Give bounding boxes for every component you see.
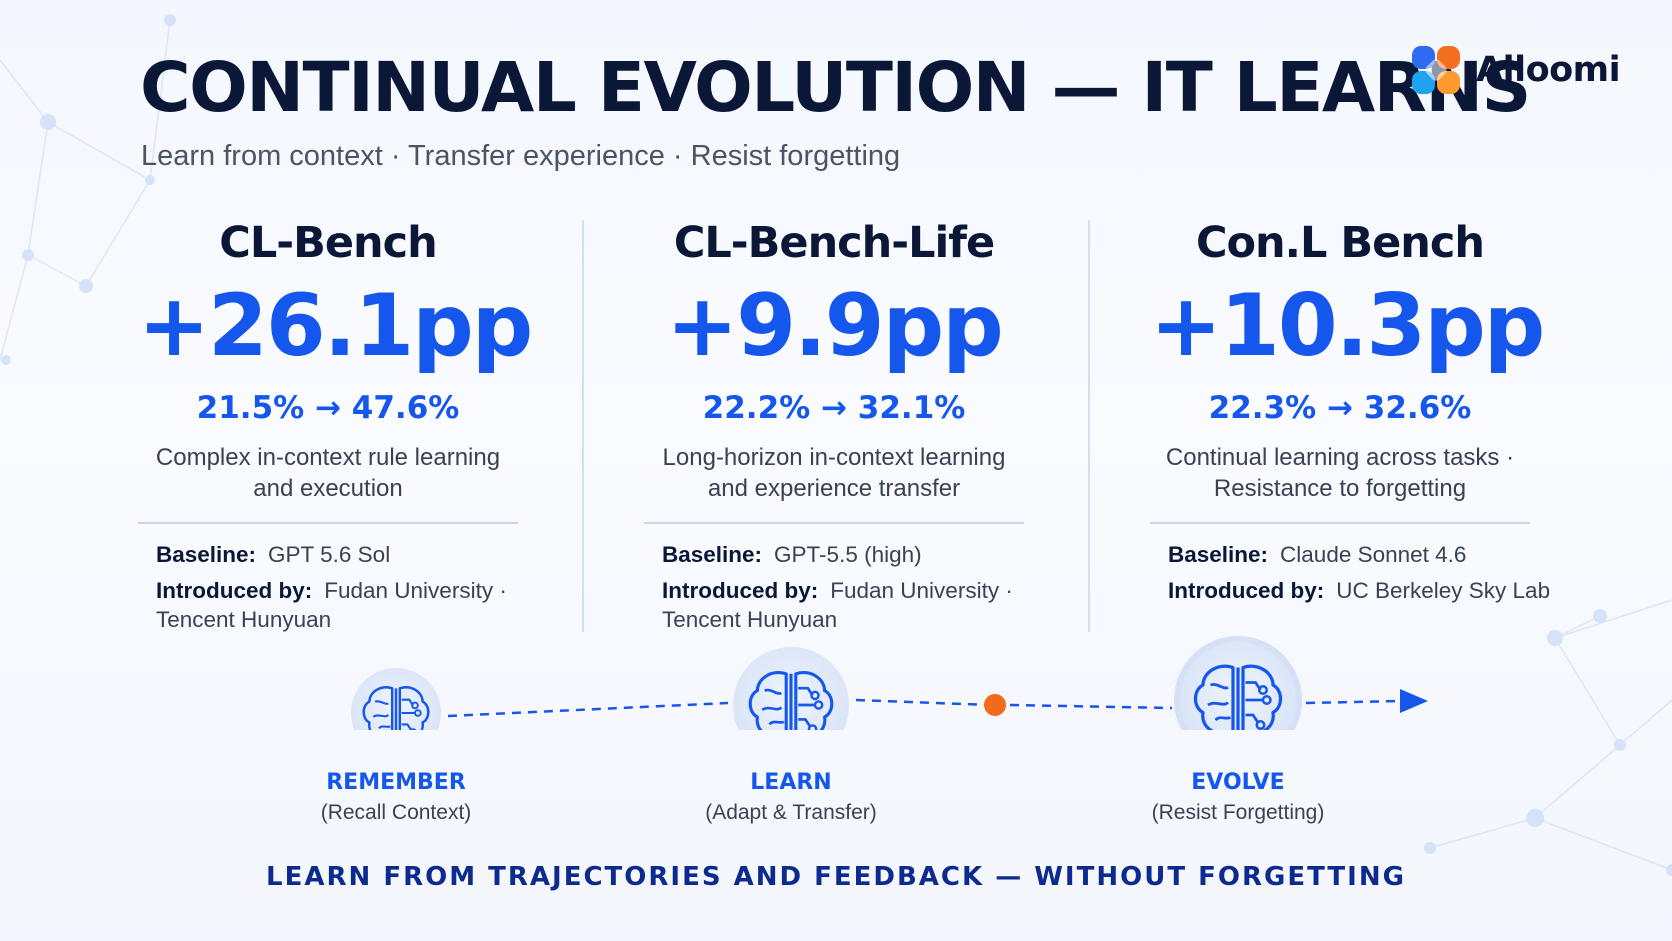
description-line: and execution	[253, 475, 403, 502]
description-line: Long-horizon in-context learning	[662, 444, 1006, 471]
stage-name: EVOLVE	[1191, 770, 1285, 795]
stage-subtitle: (Adapt & Transfer)	[705, 801, 877, 824]
introduced-value-cont: Tencent Hunyuan	[156, 607, 332, 632]
benchmark-delta: +26.1pp	[138, 276, 533, 376]
remember-node	[351, 668, 441, 730]
tagline: LEARN FROM TRAJECTORIES AND FEEDBACK — W…	[266, 862, 1406, 892]
benchmark-meta: Baseline: GPT-5.5 (high) Introduced by: Fu…	[662, 540, 1054, 634]
baseline-value: GPT 5.6 Sol	[268, 542, 391, 567]
baseline-label: Baseline:	[662, 542, 763, 567]
benchmark-delta: +9.9pp	[666, 276, 1004, 376]
benchmark-description: Long-horizon in-context learning and exp…	[634, 442, 1034, 504]
baseline-row: Baseline: GPT-5.5 (high)	[662, 540, 1054, 569]
timeline-connector	[855, 698, 991, 707]
introduced-row: Introduced by: Fudan University ·	[662, 576, 1054, 605]
introduced-value: Fudan University ·	[830, 578, 1013, 603]
stage-name: REMEMBER	[326, 770, 466, 795]
benchmark-card-conl-bench: Con.L Bench +10.3pp 22.3% → 32.6% Contin…	[1150, 212, 1550, 632]
stage-subtitle: (Resist Forgetting)	[1151, 801, 1325, 824]
baseline-value: GPT-5.5 (high)	[774, 542, 922, 567]
arrow-head-icon	[1400, 689, 1428, 713]
page-subtitle: Learn from context · Transfer experience…	[141, 140, 901, 172]
introduced-value: Fudan University ·	[324, 578, 507, 603]
stage-learn: LEARN (Adapt & Transfer)	[661, 770, 921, 825]
benchmark-name: Con.L Bench	[1195, 218, 1485, 268]
progress-marker-dot	[984, 694, 1006, 716]
brand-logo: Alloomi	[1410, 44, 1621, 96]
evolve-node	[1174, 636, 1302, 730]
introduced-row: Introduced by: Fudan University ·	[156, 576, 548, 605]
description-line: Resistance to forgetting	[1213, 475, 1467, 502]
stage-subtitle: (Recall Context)	[320, 801, 472, 824]
stage-evolve: EVOLVE (Resist Forgetting)	[1108, 770, 1368, 825]
benchmark-description: Continual learning across tasks · Resist…	[1140, 442, 1540, 504]
column-divider	[1088, 220, 1090, 632]
benchmark-card-cl-bench: CL-Bench +26.1pp 21.5% → 47.6% Complex i…	[138, 212, 533, 632]
introduced-value-cont: Tencent Hunyuan	[662, 607, 838, 632]
benchmark-delta: +10.3pp	[1150, 276, 1545, 376]
introduced-label: Introduced by:	[662, 578, 819, 603]
timeline-connector	[447, 701, 729, 718]
learn-node	[733, 647, 849, 730]
benchmark-name: CL-Bench	[219, 218, 437, 268]
benchmark-range: 21.5% → 47.6%	[196, 390, 460, 426]
benchmark-description: Complex in-context rule learning and exe…	[128, 442, 528, 504]
introduced-label: Introduced by:	[156, 578, 313, 603]
baseline-row: Baseline: GPT 5.6 Sol	[156, 540, 548, 569]
baseline-row: Baseline: Claude Sonnet 4.6	[1168, 540, 1560, 569]
timeline-connector	[1009, 703, 1173, 710]
benchmark-range: 22.3% → 32.6%	[1208, 390, 1472, 426]
page-title: CONTINUAL EVOLUTION — IT LEARNS	[140, 48, 1531, 128]
benchmark-meta: Baseline: GPT 5.6 Sol Introduced by: Fudan…	[156, 540, 548, 634]
introduced-label: Introduced by:	[1168, 578, 1325, 603]
evolution-timeline	[351, 636, 1428, 730]
brand-name: Alloomi	[1476, 50, 1621, 90]
benchmark-card-cl-bench-life: CL-Bench-Life +9.9pp 22.2% → 32.1% Long-…	[644, 212, 1024, 632]
alloomi-logo-icon	[1412, 46, 1460, 94]
timeline-connector	[1305, 699, 1401, 705]
benchmark-range: 22.2% → 32.1%	[702, 390, 966, 426]
benchmark-name: CL-Bench-Life	[673, 218, 995, 268]
introduced-row: Introduced by: UC Berkeley Sky Lab	[1168, 576, 1560, 605]
divider	[138, 522, 518, 524]
introduced-value: UC Berkeley Sky Lab	[1336, 578, 1551, 603]
column-divider	[582, 220, 584, 632]
stage-name: LEARN	[750, 770, 832, 795]
divider	[1150, 522, 1530, 524]
benchmark-meta: Baseline: Claude Sonnet 4.6 Introduced by…	[1168, 540, 1560, 605]
baseline-label: Baseline:	[156, 542, 257, 567]
description-line: and experience transfer	[707, 475, 961, 502]
stage-remember: REMEMBER (Recall Context)	[266, 770, 526, 825]
baseline-label: Baseline:	[1168, 542, 1269, 567]
divider	[644, 522, 1024, 524]
description-line: Complex in-context rule learning	[155, 444, 501, 471]
baseline-value: Claude Sonnet 4.6	[1280, 542, 1467, 567]
description-line: Continual learning across tasks ·	[1165, 444, 1515, 471]
